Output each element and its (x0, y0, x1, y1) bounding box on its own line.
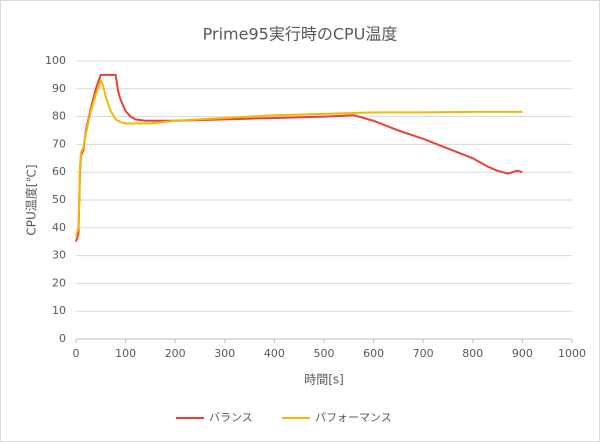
y-tick-label: 10 (52, 304, 66, 317)
y-axis-title: CPU温度[℃] (24, 164, 39, 235)
y-tick-label: 90 (52, 82, 66, 95)
x-axis-title: 時間[s] (304, 373, 344, 387)
y-tick-label: 60 (52, 165, 66, 178)
y-tick-label: 30 (52, 249, 66, 262)
x-tick-label: 0 (73, 347, 80, 360)
y-tick-label: 100 (45, 54, 66, 67)
data-line (75, 77, 523, 237)
y-tick-label: 0 (59, 332, 66, 345)
y-tick-label: 40 (52, 221, 66, 234)
x-tick-label: 700 (413, 347, 434, 360)
legend-label: バランス (209, 411, 253, 424)
x-tick-label: 400 (264, 347, 285, 360)
x-tick-label: 100 (115, 347, 136, 360)
y-tick-label: 50 (52, 193, 66, 206)
y-tick-label: 80 (52, 110, 66, 123)
y-tick-label: 20 (52, 276, 66, 289)
x-tick-label: 500 (314, 347, 335, 360)
x-tick-label: 600 (363, 347, 384, 360)
x-tick-label: 800 (462, 347, 483, 360)
x-tick-label: 1000 (558, 347, 586, 360)
chart-title: Prime95実行時のCPU温度 (203, 25, 398, 44)
legend-label: パフォーマンス (315, 411, 392, 424)
x-tick-label: 200 (165, 347, 186, 360)
x-tick-label: 900 (512, 347, 533, 360)
y-tick-label: 70 (52, 137, 66, 150)
x-tick-label: 300 (214, 347, 235, 360)
